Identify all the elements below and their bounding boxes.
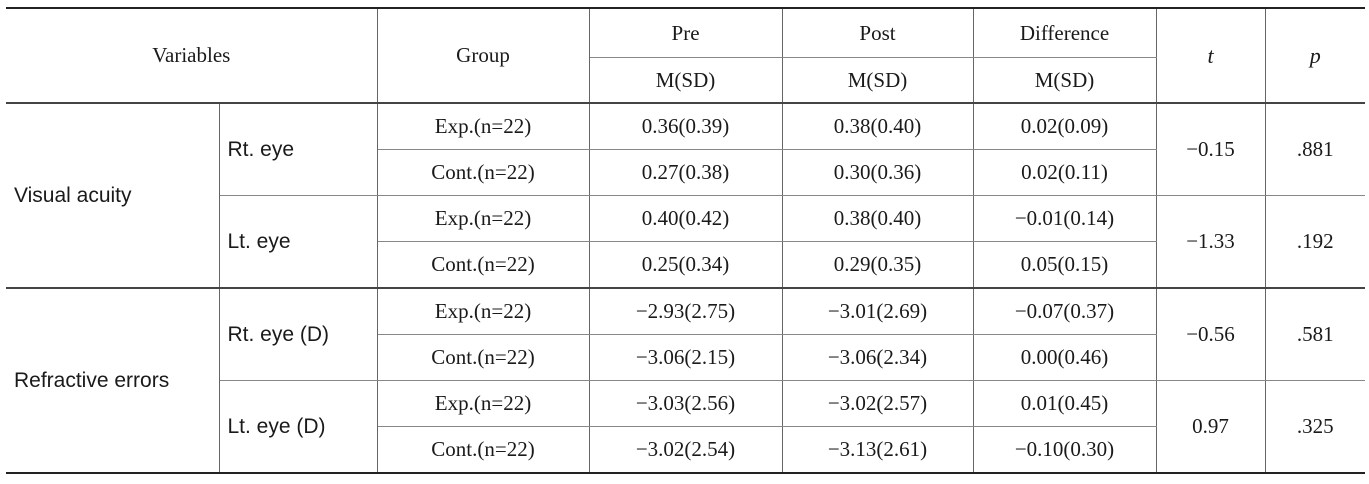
group-cell: Cont.(n=22) <box>376 241 590 289</box>
header-group: Group <box>376 7 590 104</box>
pre-cell: −2.93(2.75) <box>588 287 783 335</box>
section-label-visual-acuity: Visual acuity <box>6 102 220 289</box>
pre-cell: 0.27(0.38) <box>588 149 783 196</box>
sub-label: Rt. eye <box>218 102 378 196</box>
table-row: Refractive errors Rt. eye (D) Exp.(n=22)… <box>6 287 1366 474</box>
post-cell: 0.30(0.36) <box>781 149 974 196</box>
post-cell: −3.13(2.61) <box>781 426 974 474</box>
group-cell: Exp.(n=22) <box>376 195 590 242</box>
p-cell: .192 <box>1264 195 1366 289</box>
table-row: Cont.(n=22) −3.02(2.54) −3.13(2.61) −0.1… <box>6 426 1365 474</box>
pre-cell: −3.06(2.15) <box>588 334 783 381</box>
header-variables: Variables <box>6 7 378 104</box>
diff-cell: 0.00(0.46) <box>972 334 1157 381</box>
t-cell: −1.33 <box>1155 195 1266 289</box>
post-cell: 0.38(0.40) <box>781 195 974 242</box>
group-cell: Cont.(n=22) <box>376 149 590 196</box>
header-t: t <box>1155 7 1266 104</box>
group-cell: Exp.(n=22) <box>376 380 590 427</box>
sub-label: Rt. eye (D) <box>218 287 378 381</box>
t-cell: 0.97 <box>1155 380 1266 474</box>
header-row-2: M(SD) M(SD) M(SD) <box>6 57 1365 104</box>
group-cell: Exp.(n=22) <box>376 102 590 150</box>
table-row: Lt. eye Exp.(n=22) 0.40(0.42) 0.38(0.40)… <box>6 195 1366 289</box>
sub-label: Lt. eye (D) <box>218 380 378 474</box>
header-row-1: Variables Group Pre Post Difference t p <box>6 7 1366 104</box>
diff-cell: 0.02(0.09) <box>972 102 1157 150</box>
diff-cell: −0.10(0.30) <box>972 426 1157 474</box>
diff-cell: 0.05(0.15) <box>972 241 1157 289</box>
p-cell: .881 <box>1264 102 1366 196</box>
header-p: p <box>1264 7 1366 104</box>
p-cell: .581 <box>1264 287 1366 381</box>
pre-cell: −3.02(2.54) <box>588 426 783 474</box>
header-post: Post <box>781 7 974 58</box>
section-label-refractive-errors: Refractive errors <box>6 287 220 474</box>
table-row: Lt. eye (D) Exp.(n=22) −3.03(2.56) −3.02… <box>6 380 1366 474</box>
header-diff-msd: M(SD) <box>972 57 1157 104</box>
post-cell: 0.29(0.35) <box>781 241 974 289</box>
diff-cell: 0.01(0.45) <box>972 380 1157 427</box>
diff-cell: −0.07(0.37) <box>972 287 1157 335</box>
table-row: Visual acuity Rt. eye Exp.(n=22) 0.36(0.… <box>6 102 1366 289</box>
group-cell: Exp.(n=22) <box>376 287 590 335</box>
group-cell: Cont.(n=22) <box>376 334 590 381</box>
header-pre-msd: M(SD) <box>588 57 783 104</box>
group-cell: Cont.(n=22) <box>376 426 590 474</box>
t-cell: −0.56 <box>1155 287 1266 381</box>
t-cell: −0.15 <box>1155 102 1266 196</box>
diff-cell: 0.02(0.11) <box>972 149 1157 196</box>
pre-cell: 0.36(0.39) <box>588 102 783 150</box>
pre-cell: −3.03(2.56) <box>588 380 783 427</box>
diff-cell: −0.01(0.14) <box>972 195 1157 242</box>
sub-label: Lt. eye <box>218 195 378 289</box>
table-row: Cont.(n=22) 0.25(0.34) 0.29(0.35) 0.05(0… <box>6 241 1365 289</box>
post-cell: −3.01(2.69) <box>781 287 974 335</box>
post-cell: −3.06(2.34) <box>781 334 974 381</box>
table-row: Cont.(n=22) −3.06(2.15) −3.06(2.34) 0.00… <box>6 334 1365 381</box>
pre-cell: 0.25(0.34) <box>588 241 783 289</box>
p-cell: .325 <box>1264 380 1366 474</box>
post-cell: 0.38(0.40) <box>781 102 974 150</box>
header-post-msd: M(SD) <box>781 57 974 104</box>
post-cell: −3.02(2.57) <box>781 380 974 427</box>
pre-cell: 0.40(0.42) <box>588 195 783 242</box>
header-pre: Pre <box>588 7 783 58</box>
header-difference: Difference <box>972 7 1157 58</box>
results-table: Variables Group Pre Post Difference t p … <box>6 7 1366 474</box>
